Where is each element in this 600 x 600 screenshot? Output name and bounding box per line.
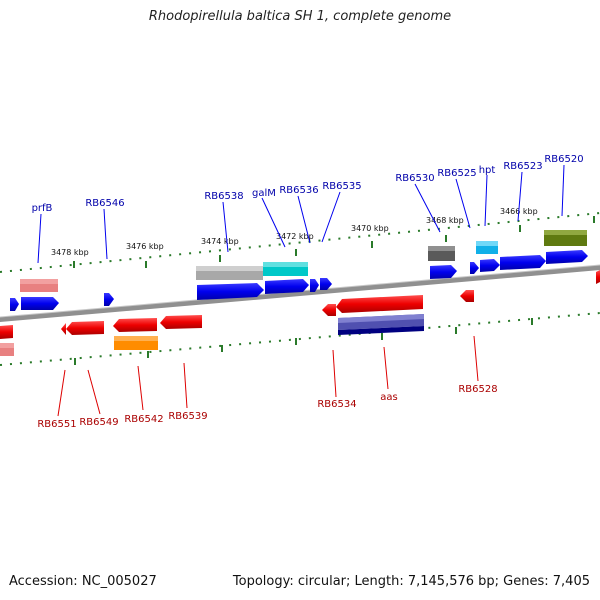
feature-arrow[interactable] <box>480 259 500 272</box>
gene-label[interactable]: RB6538 <box>204 191 243 202</box>
feature-arrow[interactable] <box>320 278 332 290</box>
tick-label: 3476 kbp <box>126 242 164 251</box>
gene-label[interactable]: hpt <box>479 165 496 176</box>
gene-label[interactable]: RB6523 <box>503 161 542 172</box>
feature-arrow[interactable] <box>265 279 309 294</box>
feature-arrow[interactable] <box>470 262 479 274</box>
feature-arrow[interactable] <box>21 297 59 310</box>
feature-arrow[interactable] <box>0 325 13 339</box>
gene-label[interactable]: RB6551 <box>37 419 76 430</box>
gene-label[interactable]: RB6542 <box>124 414 163 425</box>
feature-arrow[interactable] <box>197 283 264 300</box>
feature-arrow[interactable] <box>66 321 104 335</box>
accession-label: Accession: NC_005027 <box>9 574 157 589</box>
feature-arrow[interactable] <box>430 265 457 279</box>
upper-features <box>10 230 588 311</box>
feature-arrow[interactable] <box>61 323 66 335</box>
gene-label[interactable]: RB6534 <box>317 399 356 410</box>
gene-label[interactable]: RB6528 <box>458 384 497 395</box>
genome-summary: Topology: circular; Length: 7,145,576 bp… <box>232 574 590 589</box>
feature-arrow[interactable] <box>336 295 423 313</box>
tick-label: 3478 kbp <box>51 248 89 257</box>
tick-label: 3470 kbp <box>351 224 389 233</box>
gene-label[interactable]: RB6535 <box>322 181 361 192</box>
feature-arrow[interactable] <box>104 293 114 306</box>
gene-label[interactable]: RB6549 <box>79 417 118 428</box>
feature-arrow[interactable] <box>322 304 336 316</box>
feature-arrow[interactable] <box>310 279 319 292</box>
gene-label[interactable]: RB6525 <box>437 168 476 179</box>
tick-label: 3472 kbp <box>276 232 314 241</box>
feature-arrow[interactable] <box>500 255 546 270</box>
bottom-leader-lines <box>57 335 479 417</box>
gene-label[interactable]: galM <box>252 188 276 199</box>
tick-label: 3468 kbp <box>426 216 464 225</box>
feature-arrow[interactable] <box>113 318 157 332</box>
bottom-labels: RB6551 RB6549 RB6542 RB6539 RB6534 aas R… <box>37 384 497 430</box>
ruler-major-ticks <box>73 216 595 365</box>
gene-label[interactable]: aas <box>380 392 397 403</box>
gene-label[interactable]: RB6539 <box>168 411 207 422</box>
top-labels: prfB RB6546 RB6538 galM RB6536 RB6535 RB… <box>32 154 584 214</box>
feature-arrow[interactable] <box>596 270 600 284</box>
feature-arrow[interactable] <box>160 315 202 329</box>
bottom-ruler <box>0 312 600 366</box>
top-leader-lines <box>37 164 565 264</box>
tick-label: 3474 kbp <box>201 237 239 246</box>
gene-label[interactable]: RB6530 <box>395 173 434 184</box>
top-ruler <box>0 212 600 273</box>
genome-title: Rhodopirellula baltica SH 1, complete ge… <box>148 9 452 24</box>
gene-label[interactable]: RB6520 <box>544 154 583 165</box>
feature-arrow[interactable] <box>10 298 19 311</box>
feature-arrow[interactable] <box>460 290 474 302</box>
lower-features <box>0 270 600 356</box>
gene-label[interactable]: prfB <box>32 203 53 214</box>
tick-labels: 3478 kbp 3476 kbp 3474 kbp 3472 kbp 3470… <box>51 207 538 257</box>
feature-arrow[interactable] <box>546 250 588 264</box>
gene-label[interactable]: RB6546 <box>85 198 124 209</box>
gene-label[interactable]: RB6536 <box>279 185 318 196</box>
